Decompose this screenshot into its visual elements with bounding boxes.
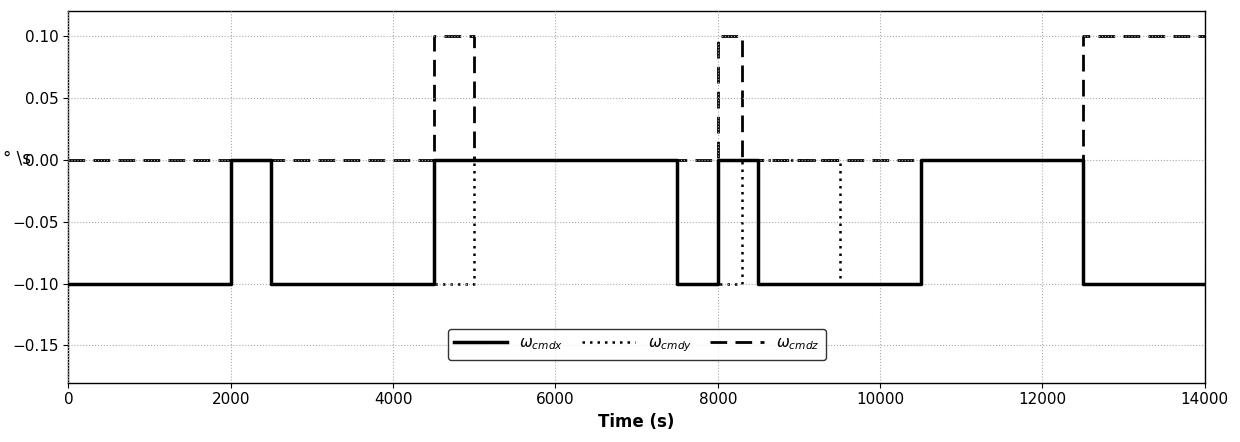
$\omega_{cmdz}$ [427, 157, 441, 162]
$\omega_{cmdy}$ [734, 281, 749, 286]
$\omega_{cmdx}$ [61, 281, 76, 286]
$\omega_{cmdy}$ [832, 157, 847, 162]
$\omega_{cmdy}$ [466, 281, 481, 286]
X-axis label: Time (s): Time (s) [599, 413, 675, 431]
$\omega_{cmdz}$ [711, 33, 725, 38]
$\omega_{cmdy}$ [1198, 281, 1213, 286]
$\omega_{cmdx}$ [1198, 281, 1213, 286]
$\omega_{cmdx}$ [1075, 157, 1090, 162]
$\omega_{cmdy}$ [264, 157, 279, 162]
Y-axis label: ° \s: ° \s [4, 149, 31, 167]
$\omega_{cmdx}$ [264, 281, 279, 286]
$\omega_{cmdy}$ [914, 157, 929, 162]
Line: $\omega_{cmdy}$: $\omega_{cmdy}$ [68, 160, 1205, 284]
$\omega_{cmdx}$ [914, 157, 929, 162]
$\omega_{cmdz}$ [466, 33, 481, 38]
$\omega_{cmdz}$ [466, 157, 481, 162]
$\omega_{cmdx}$ [427, 281, 441, 286]
$\omega_{cmdx}$ [223, 157, 238, 162]
$\omega_{cmdz}$ [1075, 33, 1090, 38]
$\omega_{cmdy}$ [914, 281, 929, 286]
Line: $\omega_{cmdz}$: $\omega_{cmdz}$ [68, 36, 1205, 160]
$\omega_{cmdz}$ [711, 157, 725, 162]
$\omega_{cmdy}$ [1075, 157, 1090, 162]
$\omega_{cmdx}$ [670, 281, 684, 286]
$\omega_{cmdx}$ [427, 157, 441, 162]
$\omega_{cmdz}$ [427, 33, 441, 38]
$\omega_{cmdy}$ [734, 157, 749, 162]
$\omega_{cmdy}$ [1075, 281, 1090, 286]
$\omega_{cmdx}$ [1075, 281, 1090, 286]
$\omega_{cmdx}$ [914, 281, 929, 286]
$\omega_{cmdx}$ [223, 281, 238, 286]
$\omega_{cmdx}$ [751, 157, 766, 162]
$\omega_{cmdx}$ [670, 157, 684, 162]
$\omega_{cmdz}$ [1075, 157, 1090, 162]
$\omega_{cmdz}$ [734, 33, 749, 38]
$\omega_{cmdx}$ [711, 281, 725, 286]
$\omega_{cmdy}$ [223, 157, 238, 162]
$\omega_{cmdy}$ [670, 157, 684, 162]
$\omega_{cmdz}$ [734, 157, 749, 162]
Legend: $\omega_{cmdx}$, $\omega_{cmdy}$, $\omega_{cmdz}$: $\omega_{cmdx}$, $\omega_{cmdy}$, $\omeg… [448, 329, 826, 360]
$\omega_{cmdx}$ [711, 157, 725, 162]
$\omega_{cmdx}$ [264, 157, 279, 162]
$\omega_{cmdy}$ [466, 157, 481, 162]
$\omega_{cmdy}$ [223, 281, 238, 286]
$\omega_{cmdy}$ [832, 281, 847, 286]
$\omega_{cmdy}$ [670, 281, 684, 286]
$\omega_{cmdz}$ [1198, 33, 1213, 38]
$\omega_{cmdz}$ [61, 157, 76, 162]
$\omega_{cmdx}$ [751, 281, 766, 286]
$\omega_{cmdy}$ [61, 281, 76, 286]
Line: $\omega_{cmdx}$: $\omega_{cmdx}$ [68, 160, 1205, 284]
$\omega_{cmdy}$ [264, 281, 279, 286]
